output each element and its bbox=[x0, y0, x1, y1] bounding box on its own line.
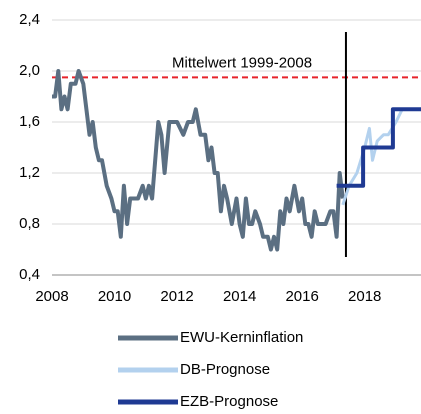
series-line bbox=[341, 108, 404, 206]
y-tick-label: 2,4 bbox=[19, 11, 40, 28]
legend-label: DB-Prognose bbox=[180, 361, 270, 378]
x-tick-label: 2010 bbox=[98, 288, 131, 305]
series-line bbox=[336, 107, 421, 188]
annotation: Mittelwert 1999-2008 bbox=[172, 54, 312, 71]
y-tick-label: 0,4 bbox=[19, 266, 40, 283]
legend-label: EWU-Kerninflation bbox=[180, 329, 303, 346]
y-tick-label: 2,0 bbox=[19, 62, 40, 79]
y-tick-label: 1,6 bbox=[19, 113, 40, 130]
x-tick-label: 2008 bbox=[35, 288, 68, 305]
x-tick-label: 2012 bbox=[160, 288, 193, 305]
legend-label: EZB-Prognose bbox=[180, 393, 278, 409]
y-tick-label: 1,2 bbox=[19, 164, 40, 181]
series-line bbox=[52, 69, 345, 252]
y-tick-label: 0,8 bbox=[19, 215, 40, 232]
x-tick-label: 2016 bbox=[285, 288, 318, 305]
x-tick-label: 2014 bbox=[223, 288, 256, 305]
x-tick-label: 2018 bbox=[348, 288, 381, 305]
